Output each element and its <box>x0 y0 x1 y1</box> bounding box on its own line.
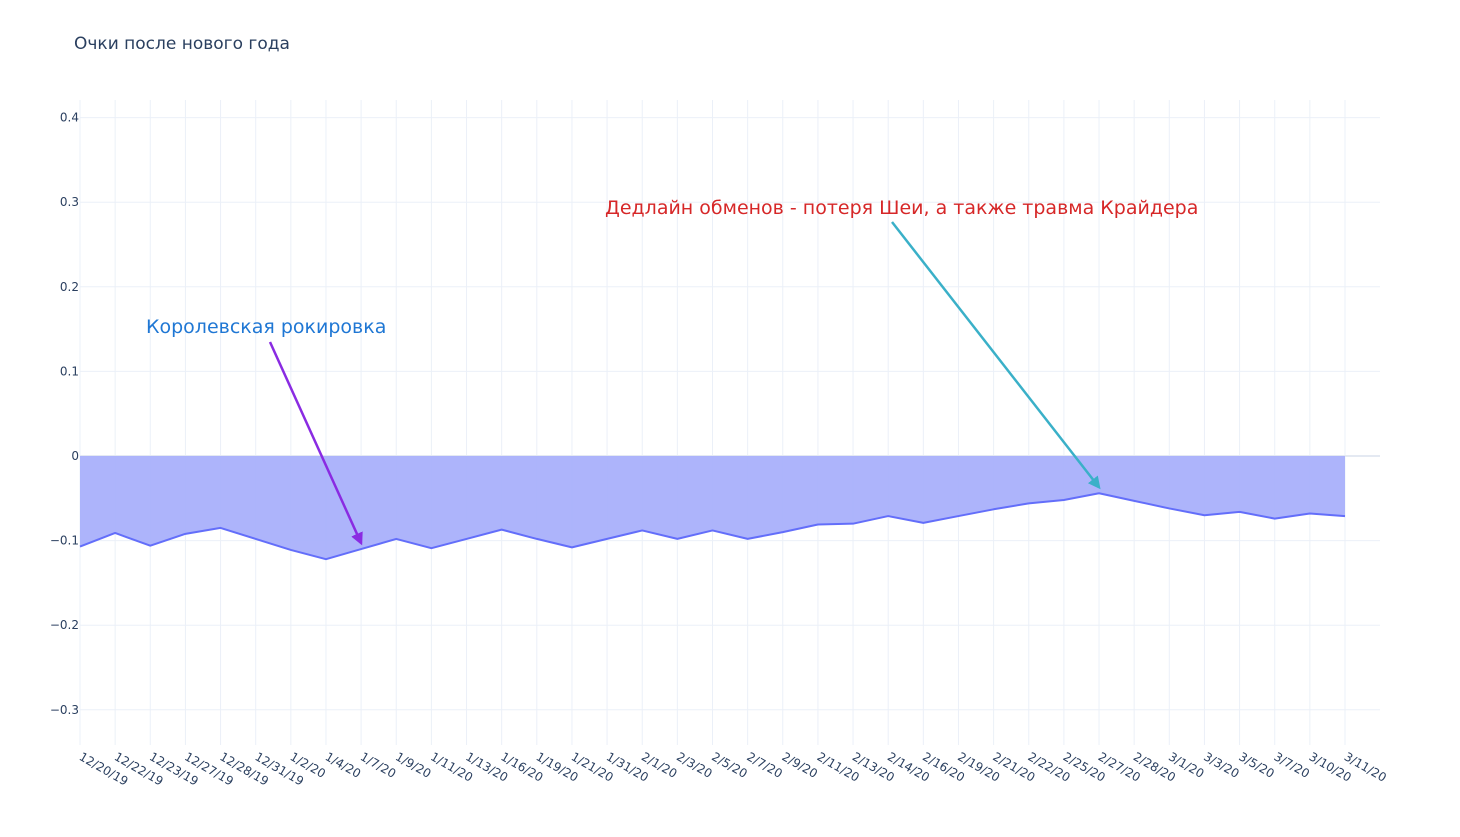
annotation-arrow <box>891 221 1101 490</box>
area-fill <box>80 456 1345 560</box>
y-tick-label: 0 <box>71 449 79 463</box>
y-tick-label: 0.4 <box>60 111 79 125</box>
x-tick-label: 2/5/20 <box>709 749 749 780</box>
x-tick-label: 1/7/20 <box>358 749 398 780</box>
y-tick-label: −0.2 <box>50 618 79 632</box>
y-tick-label: 0.2 <box>60 280 79 294</box>
x-tick-label: 3/7/20 <box>1271 749 1311 780</box>
x-tick-label: 1/4/20 <box>323 749 363 780</box>
x-tick-label: 2/3/20 <box>674 749 714 780</box>
y-tick-label: 0.3 <box>60 195 79 209</box>
x-tick-label: 1/9/20 <box>393 749 433 780</box>
chart-title: Очки после нового года <box>74 34 290 54</box>
y-tick-label: 0.1 <box>60 364 79 378</box>
annotation-text: Королевская рокировка <box>146 316 386 338</box>
annotation-arrow <box>268 341 363 546</box>
annotation-text: Дедлайн обменов - потеря Шеи, а также тр… <box>605 197 1198 219</box>
x-tick-label: 3/5/20 <box>1236 749 1276 780</box>
x-tick-label: 2/9/20 <box>780 749 820 780</box>
y-tick-label: −0.1 <box>50 534 79 548</box>
y-tick-label: −0.3 <box>50 703 79 717</box>
x-tick-label: 3/3/20 <box>1201 749 1241 780</box>
x-tick-label: 2/7/20 <box>744 749 784 780</box>
